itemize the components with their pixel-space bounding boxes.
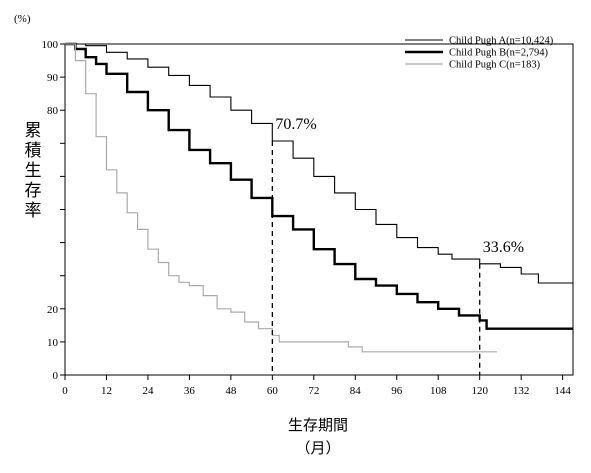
- y-tick-label: 80: [47, 105, 59, 117]
- series-lines: [65, 42, 573, 353]
- x-tick-label: 96: [391, 385, 403, 397]
- y-axis-label-char: 累: [25, 121, 42, 141]
- x-tick-label: 144: [554, 385, 571, 397]
- x-tick-label: 36: [184, 385, 196, 397]
- plot-frame: [64, 43, 574, 376]
- x-tick-label: 132: [513, 385, 530, 397]
- y-axis-label-char: 生: [25, 161, 42, 181]
- y-unit-label: (%): [14, 13, 31, 25]
- annotations: 70.7% 33.6%: [271, 116, 524, 375]
- annotation-label: 33.6%: [483, 239, 524, 256]
- x-tick-label: 60: [267, 385, 279, 397]
- legend-entry: Child Pugh A(n=10,424): [449, 36, 554, 47]
- y-axis-label-char: 存: [25, 181, 42, 201]
- x-axis-unit: （月）: [295, 439, 340, 457]
- x-tick-label: 72: [308, 385, 319, 397]
- annotation-label: 70.7%: [275, 116, 316, 133]
- legend: Child Pugh A(n=10,424)Child Pugh B(n=2,7…: [405, 36, 554, 71]
- x-tick-label: 0: [62, 385, 68, 397]
- y-tick-label: 0: [53, 370, 59, 382]
- series-line-2: [65, 42, 573, 330]
- x-tick-label: 12: [101, 385, 112, 397]
- x-tick-label: 120: [471, 385, 488, 397]
- y-tick-label: 10: [47, 337, 59, 349]
- x-tick-label: 84: [350, 385, 362, 397]
- series-line-3: [65, 43, 497, 353]
- x-tick-label: 24: [142, 385, 154, 397]
- series-line-1: [65, 43, 573, 284]
- legend-entry: Child Pugh B(n=2,794): [449, 48, 548, 59]
- y-axis-label-char: 率: [25, 201, 42, 221]
- y-tick-label: 20: [47, 304, 59, 316]
- x-tick-label: 108: [430, 385, 447, 397]
- x-axis-label: 生存期間: [288, 416, 348, 434]
- x-tick-label: 48: [225, 385, 237, 397]
- y-tick-label: 100: [42, 39, 59, 51]
- y-axis-label-char: 積: [25, 141, 42, 161]
- legend-entry: Child Pugh C(n=183): [449, 60, 541, 71]
- y-tick-label: 90: [47, 72, 59, 84]
